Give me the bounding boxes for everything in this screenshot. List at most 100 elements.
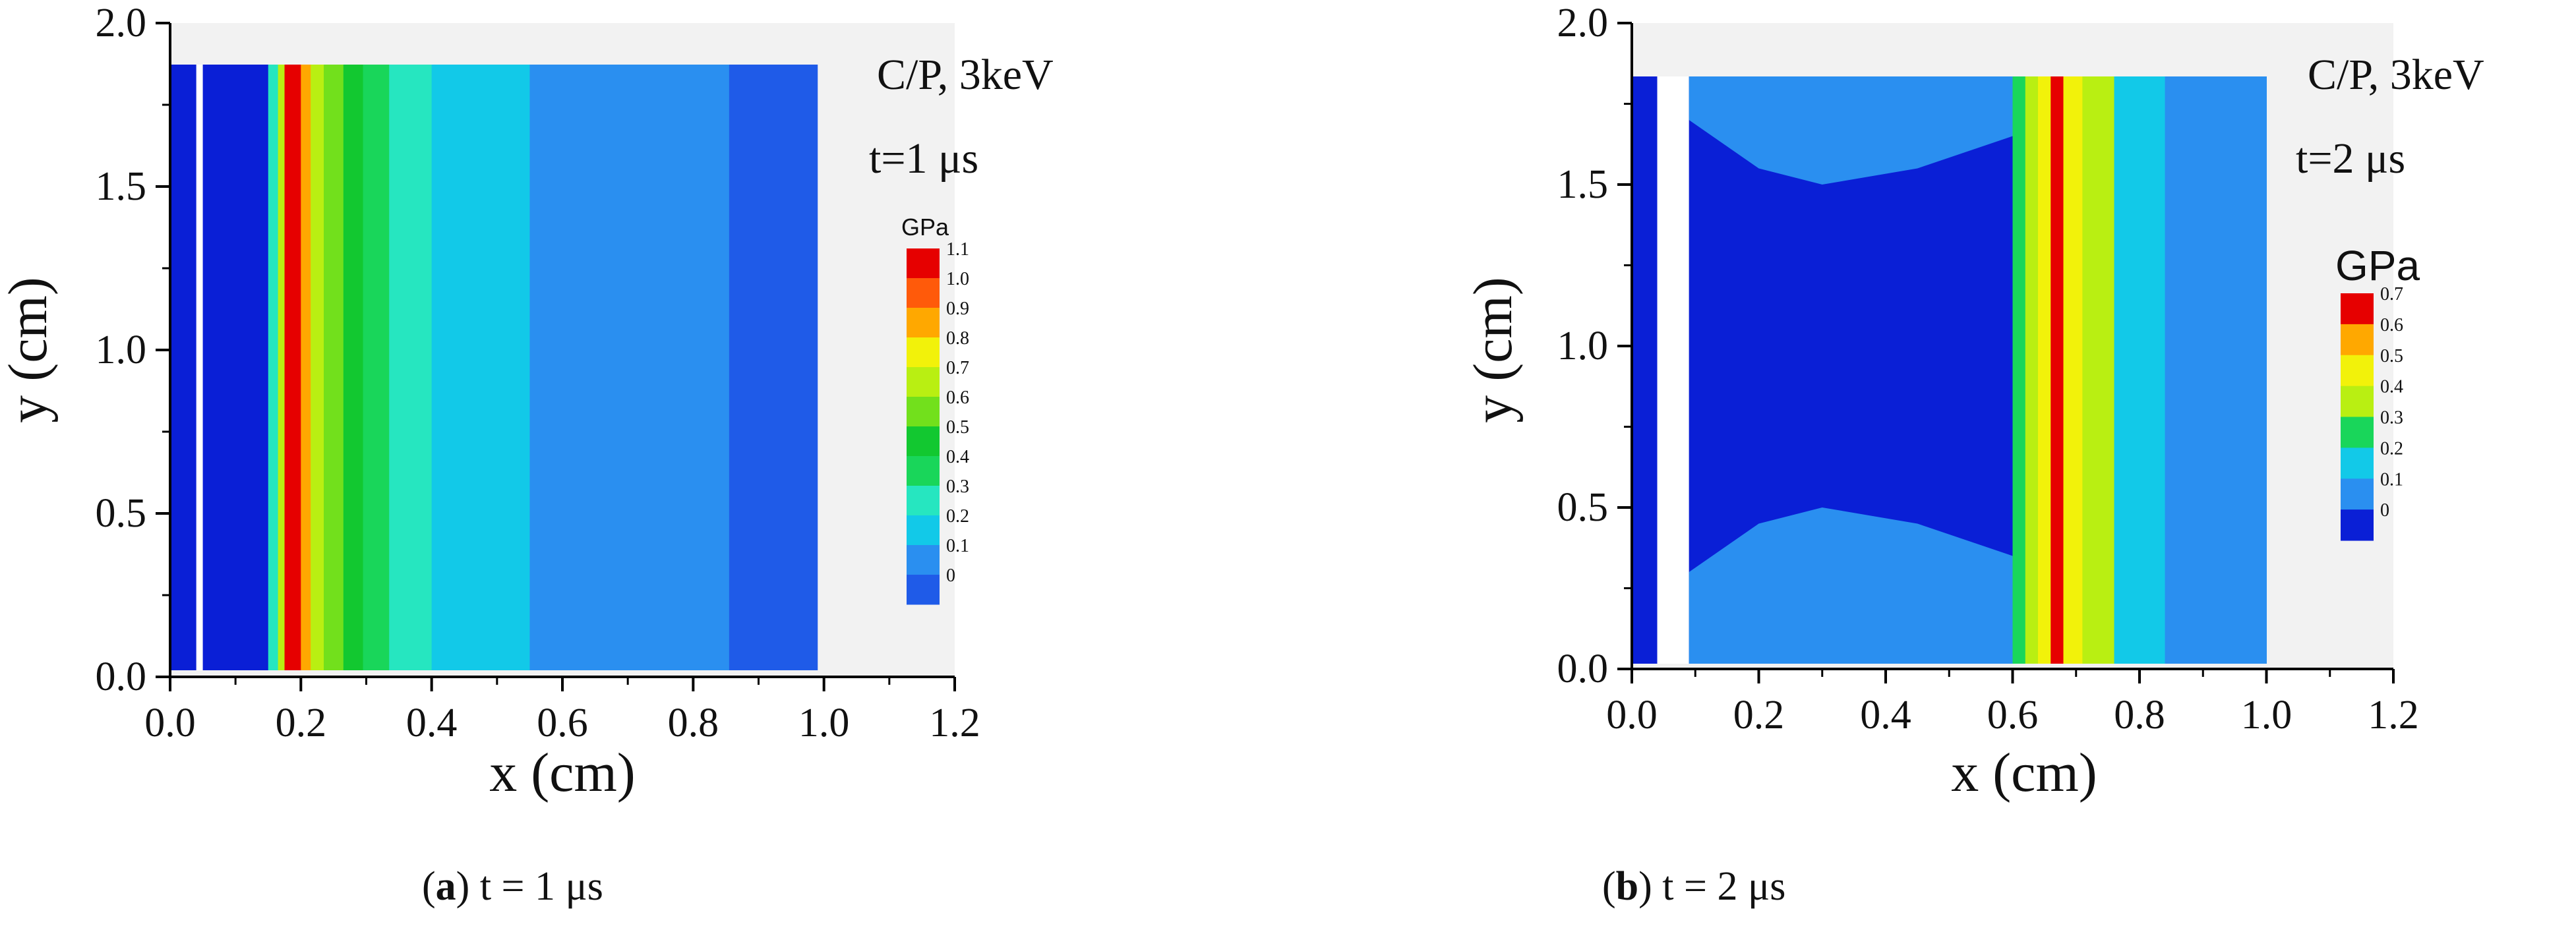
contour-band (268, 65, 279, 670)
y-tick-label: 2.0 (1557, 1, 1609, 45)
colorbar-swatch (907, 248, 940, 279)
contour-band (1632, 76, 1658, 664)
contour-band (363, 65, 390, 670)
y-tick-label: 0.0 (1557, 647, 1609, 691)
x-tick-label: 0.0 (144, 701, 196, 745)
colorbar-label: 0.7 (2380, 284, 2403, 304)
contour-band (284, 65, 301, 670)
x-tick-label: 0.0 (1606, 693, 1658, 738)
colorbar-swatch (2341, 509, 2374, 541)
contour-band (2012, 76, 2026, 664)
x-tick-label: 1.0 (798, 701, 850, 745)
colorbar-swatch (907, 337, 940, 368)
x-tick-label: 0.6 (1987, 693, 2039, 738)
colorbar-label: 0.4 (2380, 377, 2403, 397)
colorbar-label: 0.1 (2380, 469, 2403, 490)
panel-title: C/P, 3keV (877, 51, 1054, 99)
x-tick-label: 0.4 (1860, 693, 1911, 738)
contour-band (343, 65, 364, 670)
colorbar-label: 0.8 (946, 328, 969, 349)
lower-fragment-zone (1689, 507, 2013, 664)
contour-band (729, 65, 818, 670)
y-tick-label: 0.0 (96, 654, 147, 699)
contour-band (324, 65, 344, 670)
x-tick-label: 1.0 (2241, 693, 2292, 738)
contour-band (202, 65, 269, 670)
contour-band (196, 65, 204, 670)
colorbar-swatch (907, 397, 940, 427)
contour-band (278, 65, 285, 670)
colorbar-swatch (2341, 324, 2374, 356)
x-axis-label: x (cm) (489, 742, 636, 803)
contour-band (2051, 76, 2064, 664)
colorbar-label: 0.7 (946, 358, 969, 378)
colorbar-swatch (2341, 478, 2374, 510)
y-tick-label: 0.5 (1557, 485, 1609, 530)
colorbar-label: 0.9 (946, 299, 969, 319)
caption-a: (a) t = 1 μs (422, 864, 603, 909)
y-axis-label: y (cm) (0, 277, 59, 423)
x-tick-label: 0.8 (2114, 693, 2165, 738)
colorbar-swatch (907, 575, 940, 605)
colorbar-label: 0.1 (946, 536, 969, 556)
colorbar-swatch (907, 367, 940, 397)
contour-band (431, 65, 530, 670)
caption-b-text: t = 2 μs (1652, 864, 1786, 909)
y-tick-label: 0.5 (96, 491, 147, 536)
contour-band (2114, 76, 2165, 664)
colorbar-swatch (2341, 386, 2374, 417)
colorbar-swatch (907, 486, 940, 516)
contour-band (389, 65, 433, 670)
colorbar-swatch (907, 278, 940, 308)
y-axis-label: y (cm) (1462, 277, 1524, 423)
panel-title: C/P, 3keV (2308, 51, 2484, 99)
colorbar-swatch (907, 308, 940, 338)
contour-band (1657, 76, 1690, 664)
colorbar-label: 1.1 (946, 239, 969, 260)
x-tick-label: 0.2 (276, 701, 327, 745)
y-tick-label: 2.0 (96, 1, 147, 45)
x-axis-label: x (cm) (1951, 742, 2097, 803)
colorbar-swatch (2341, 417, 2374, 448)
colorbar-label: 0 (946, 565, 955, 586)
caption-b-letter: b (1615, 864, 1639, 909)
x-tick-label: 0.8 (668, 701, 719, 745)
colorbar-swatch (907, 515, 940, 546)
colorbar-swatch (2341, 355, 2374, 387)
colorbar-swatch (907, 426, 940, 457)
y-tick-label: 1.5 (96, 164, 147, 209)
colorbar-swatch (2341, 293, 2374, 325)
colorbar-label: 0.4 (946, 447, 969, 467)
panel-b: 0.0 0.2 0.4 0.6 0.8 1.0 1.2 0.0 0.5 1.0 1.5 2.0 x (c… (1462, 1, 2484, 803)
contour-band (301, 65, 311, 670)
colorbar-swatch (907, 456, 940, 486)
contour-band (2063, 76, 2083, 664)
time-label: t=2 μs (2296, 134, 2405, 183)
caption-a-letter: a (435, 864, 456, 909)
colorbar-label: 0.5 (946, 417, 969, 438)
contour-band (2038, 76, 2051, 664)
colorbar-unit: GPa (901, 214, 949, 241)
colorbar-label: 1.0 (946, 269, 969, 289)
contour-band (311, 65, 324, 670)
caption-a-text: t = 1 μs (469, 864, 603, 909)
y-tick-label: 1.0 (96, 328, 147, 372)
colorbar-label: 0 (2380, 500, 2389, 521)
colorbar-label: 0.3 (946, 477, 969, 497)
contour-bands (1632, 76, 2267, 664)
caption-b: (b) t = 2 μs (1602, 864, 1786, 909)
contour-bands (170, 65, 818, 670)
colorbar-label: 0.6 (2380, 315, 2403, 335)
contour-band (529, 65, 730, 670)
colorbar-label: 0.3 (2380, 408, 2403, 428)
time-label: t=1 μs (869, 134, 978, 183)
colorbar-swatch (2341, 448, 2374, 479)
x-tick-label: 0.2 (1733, 693, 1785, 738)
contour-band (2082, 76, 2114, 664)
contour-band (170, 65, 197, 670)
x-tick-label: 1.2 (2368, 693, 2419, 738)
y-tick-label: 1.5 (1557, 162, 1609, 207)
contour-band (2165, 76, 2267, 664)
x-tick-label: 0.4 (406, 701, 458, 745)
